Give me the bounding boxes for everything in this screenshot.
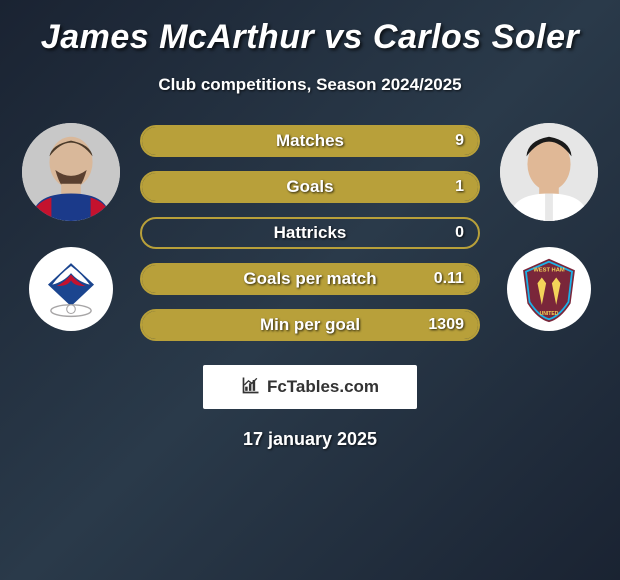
player-left-avatar: [22, 123, 120, 221]
svg-text:UNITED: UNITED: [540, 311, 559, 317]
right-column: WEST HAM UNITED: [490, 123, 610, 331]
comparison-card: James McArthur vs Carlos Soler Club comp…: [0, 0, 620, 450]
stat-bar: Goals1: [140, 171, 480, 203]
branding-text: FcTables.com: [267, 377, 379, 397]
stat-bar: Min per goal1309: [140, 309, 480, 341]
chart-icon: [241, 375, 261, 400]
stat-value-right: 1309: [428, 316, 464, 334]
main-row: Matches9Goals1Hattricks0Goals per match0…: [10, 123, 610, 341]
stat-value-right: 9: [455, 132, 464, 150]
svg-text:WEST HAM: WEST HAM: [533, 268, 565, 274]
stat-bars: Matches9Goals1Hattricks0Goals per match0…: [130, 123, 490, 341]
stat-bar: Goals per match0.11: [140, 263, 480, 295]
branding-badge: FcTables.com: [203, 365, 417, 409]
stat-value-right: 1: [455, 178, 464, 196]
player-right-avatar: [500, 123, 598, 221]
stat-bar: Hattricks0: [140, 217, 480, 249]
date-label: 17 january 2025: [10, 429, 610, 450]
stat-bar: Matches9: [140, 125, 480, 157]
stat-label: Goals: [142, 177, 478, 197]
page-title: James McArthur vs Carlos Soler: [10, 18, 610, 57]
subtitle: Club competitions, Season 2024/2025: [10, 75, 610, 95]
stat-value-right: 0: [455, 224, 464, 242]
club-left-crest: [29, 247, 113, 331]
stat-label: Hattricks: [142, 223, 478, 243]
stat-label: Goals per match: [142, 269, 478, 289]
stat-label: Matches: [142, 131, 478, 151]
club-right-crest: WEST HAM UNITED: [507, 247, 591, 331]
stat-value-right: 0.11: [434, 270, 464, 288]
left-column: [10, 123, 130, 331]
